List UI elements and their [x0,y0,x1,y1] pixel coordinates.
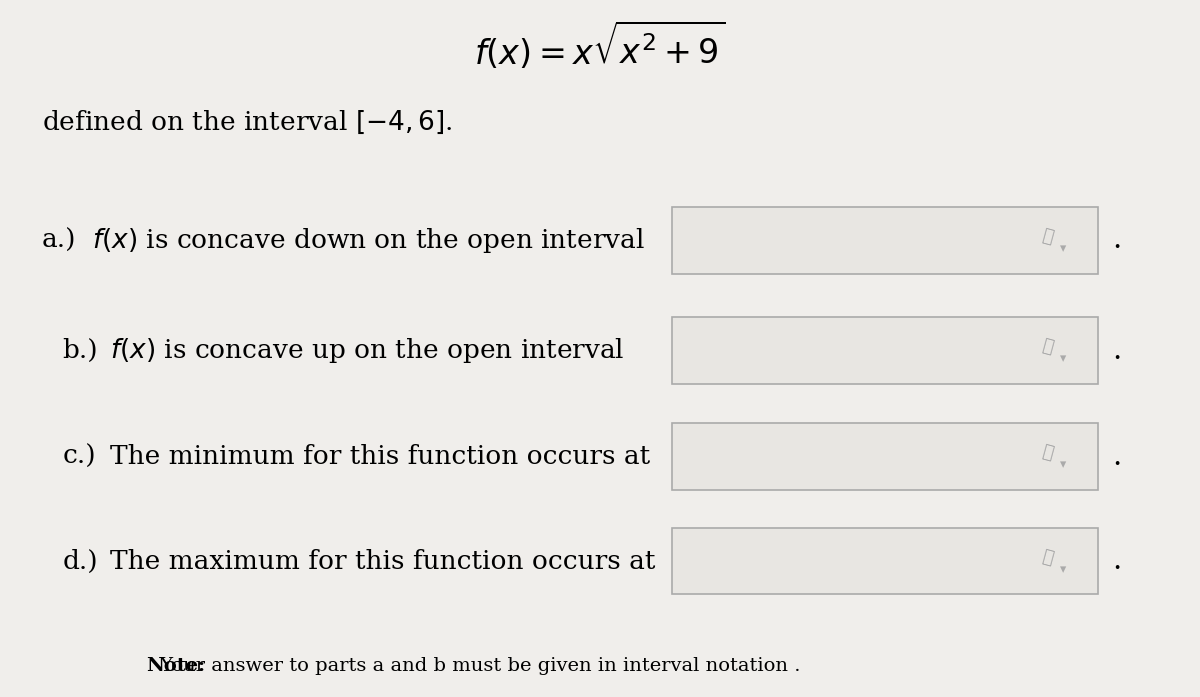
Text: $f(x)$ is concave up on the open interval: $f(x)$ is concave up on the open interva… [110,336,625,365]
FancyBboxPatch shape [672,528,1098,594]
Text: .: . [1112,227,1122,254]
Text: The maximum for this function occurs at: The maximum for this function occurs at [110,549,655,574]
Text: .: . [1112,337,1122,365]
Text: ✎: ✎ [1040,443,1055,463]
Text: ✎: ✎ [1040,227,1055,247]
Text: defined on the interval $[-4, 6]$.: defined on the interval $[-4, 6]$. [42,109,452,135]
FancyBboxPatch shape [672,208,1098,274]
Text: .: . [1112,443,1122,470]
FancyBboxPatch shape [672,318,1098,383]
Text: ✎: ✎ [1040,337,1055,357]
Text: b.): b.) [62,338,98,363]
Text: a.): a.) [42,228,77,253]
Text: The minimum for this function occurs at: The minimum for this function occurs at [110,444,650,469]
Text: $f(x) = x\sqrt{x^2+9}$: $f(x) = x\sqrt{x^2+9}$ [474,20,726,71]
Text: ▾: ▾ [1060,459,1067,471]
Text: Note:: Note: [146,657,205,675]
Text: c.): c.) [62,444,96,469]
Text: .: . [1112,547,1122,575]
FancyBboxPatch shape [672,424,1098,490]
Text: ▾: ▾ [1060,243,1067,255]
Text: $f(x)$ is concave down on the open interval: $f(x)$ is concave down on the open inter… [92,226,646,255]
Text: d.): d.) [62,549,98,574]
Text: ✎: ✎ [1040,548,1055,567]
Text: Your answer to parts a and b must be given in interval notation .: Your answer to parts a and b must be giv… [154,657,800,675]
Text: ▾: ▾ [1060,353,1067,365]
Text: ▾: ▾ [1060,563,1067,576]
